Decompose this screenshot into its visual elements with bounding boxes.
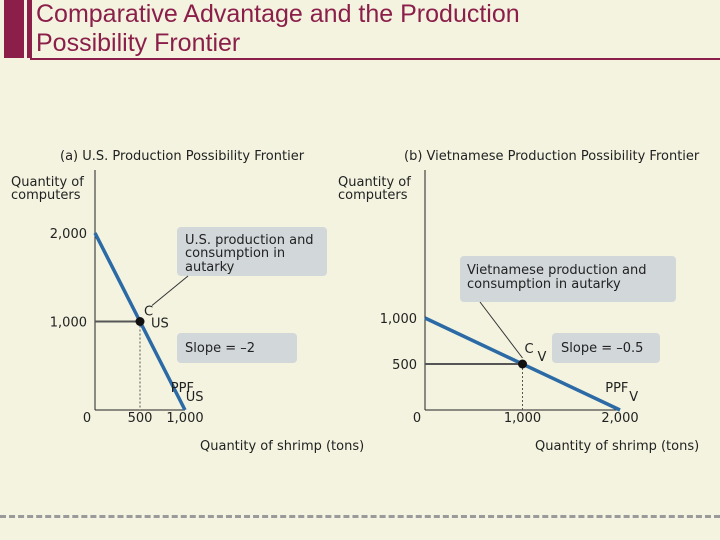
vietnam-y-tick-label: 1,000 [380, 312, 417, 327]
ppf-charts: (a) U.S. Production Possibility Frontier… [0, 0, 720, 540]
vietnam-point-label: C [525, 342, 534, 357]
vietnam-point-c [518, 360, 527, 369]
us-y-tick-label: 1,000 [50, 316, 87, 331]
panel-vietnam: (b) Vietnamese Production Possibility Fr… [338, 149, 700, 454]
panel-vietnam-callout-line2: consumption in autarky [467, 277, 621, 292]
vietnam-x-tick-label: 2,000 [601, 411, 638, 426]
vietnam-x-tick-label: 1,000 [504, 411, 541, 426]
panel-vietnam-ylabel-line2: computers [338, 188, 408, 203]
panel-vietnam-slope-box: Slope = –0.5 [552, 333, 660, 363]
panel-us-xlabel: Quantity of shrimp (tons) [200, 439, 364, 454]
panel-us-title: (a) U.S. Production Possibility Frontier [60, 149, 305, 164]
vietnam-x-tick-label: 0 [413, 411, 421, 426]
us-x-tick-label: 500 [128, 411, 153, 426]
us-y-tick-label: 2,000 [50, 227, 87, 242]
vietnam-point-subscript: V [538, 350, 547, 365]
panel-us-callout: U.S. production and consumption in autar… [177, 227, 327, 276]
panel-us-slope-label: Slope = –2 [185, 341, 255, 356]
panel-vietnam-title: (b) Vietnamese Production Possibility Fr… [404, 149, 700, 164]
vietnam-ppf-subscript: V [629, 390, 638, 405]
panel-vietnam-callout: Vietnamese production and consumption in… [460, 256, 676, 302]
panel-vietnam-slope-label: Slope = –0.5 [561, 341, 643, 356]
us-point-subscript: US [151, 317, 169, 332]
us-ppf-subscript: US [186, 390, 204, 405]
vietnam-y-tick-label: 500 [392, 358, 417, 373]
vietnam-ppf-label: PPF [605, 381, 628, 396]
panel-us: (a) U.S. Production Possibility Frontier… [11, 149, 364, 454]
us-x-tick-label: 1,000 [166, 411, 203, 426]
panel-vietnam-callout-line1: Vietnamese production and [467, 263, 646, 278]
us-x-tick-label: 0 [83, 411, 91, 426]
panel-us-callout-line3: autarky [185, 260, 235, 275]
panel-vietnam-xlabel: Quantity of shrimp (tons) [535, 439, 699, 454]
panel-us-ylabel-line2: computers [11, 188, 81, 203]
footer-dashed-rule [0, 515, 720, 518]
vietnam-callout-pointer [480, 302, 523, 358]
panel-us-callout-line2: consumption in [185, 246, 285, 261]
us-callout-pointer [152, 276, 188, 306]
panel-us-slope-box: Slope = –2 [177, 333, 297, 363]
